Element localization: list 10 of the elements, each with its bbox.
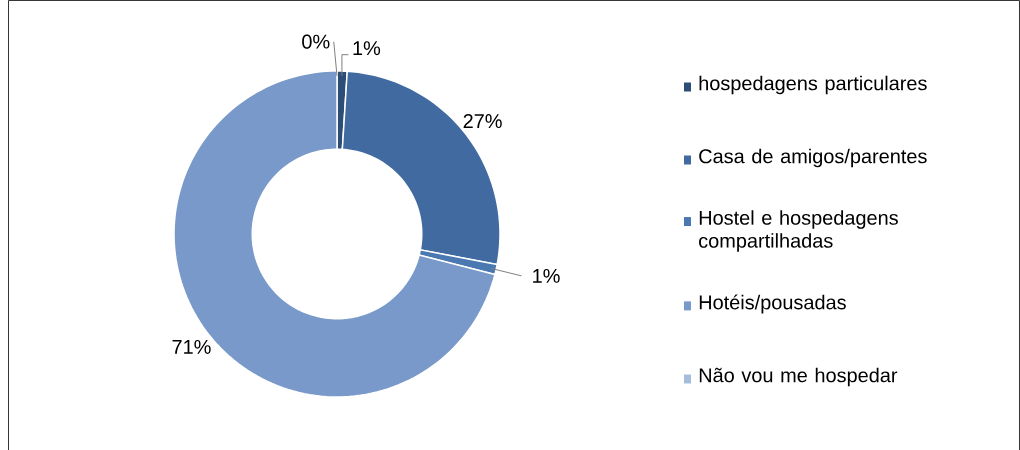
legend-label: hospedagens particulares <box>699 75 927 95</box>
legend-label: Hotéis/pousadas <box>699 294 846 314</box>
data-label: 1% <box>533 268 560 283</box>
data-label: 1% <box>353 41 381 56</box>
legend-label: Hostel e hospedagens compartilhadas <box>699 210 898 252</box>
legend-label: Não vou me hospedar <box>699 367 898 387</box>
legend-label: Casa de amigos/parentes <box>699 148 927 168</box>
data-label: 71% <box>172 339 211 354</box>
text: 0% <box>302 34 330 49</box>
data-label: 27% <box>463 114 502 129</box>
